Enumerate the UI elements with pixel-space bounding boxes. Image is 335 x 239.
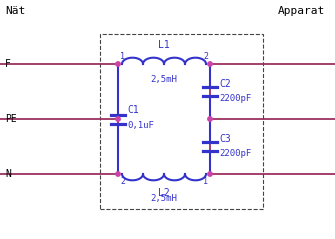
- Text: 2,5mH: 2,5mH: [150, 194, 178, 203]
- Circle shape: [116, 172, 120, 176]
- Text: 1: 1: [120, 52, 125, 61]
- Text: C3: C3: [219, 134, 231, 143]
- Text: PE: PE: [5, 114, 17, 124]
- Circle shape: [208, 117, 212, 121]
- Circle shape: [208, 62, 212, 66]
- Circle shape: [208, 172, 212, 176]
- Circle shape: [116, 117, 120, 121]
- Text: N: N: [5, 169, 11, 179]
- Text: 0,1uF: 0,1uF: [127, 121, 154, 130]
- Text: 2: 2: [120, 177, 125, 186]
- Text: L1: L1: [158, 40, 170, 50]
- Bar: [100, 34, 263, 209]
- Text: 1: 1: [203, 177, 208, 186]
- Text: L2: L2: [158, 188, 170, 198]
- Text: 2,5mH: 2,5mH: [150, 75, 178, 84]
- Text: 2200pF: 2200pF: [219, 93, 251, 103]
- Circle shape: [116, 62, 120, 66]
- Text: C1: C1: [127, 105, 139, 115]
- Text: 2200pF: 2200pF: [219, 148, 251, 158]
- Text: 2: 2: [203, 52, 208, 61]
- Text: Apparat: Apparat: [278, 6, 325, 16]
- Text: Nät: Nät: [5, 6, 25, 16]
- Text: C2: C2: [219, 78, 231, 88]
- Text: F: F: [5, 59, 11, 69]
